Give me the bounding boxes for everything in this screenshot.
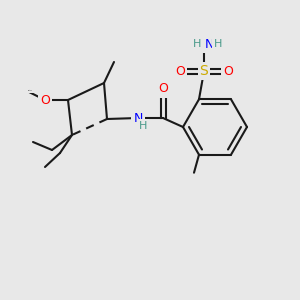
Text: S: S — [200, 64, 208, 78]
Text: N: N — [204, 38, 214, 51]
Text: N: N — [133, 112, 143, 124]
Text: O: O — [40, 94, 50, 106]
Text: O: O — [175, 65, 185, 78]
Text: H: H — [214, 39, 222, 49]
Text: O: O — [223, 65, 233, 78]
Text: H: H — [193, 39, 201, 49]
Text: methyl: methyl — [28, 89, 32, 91]
Text: O: O — [158, 82, 168, 95]
Text: H: H — [139, 121, 147, 131]
